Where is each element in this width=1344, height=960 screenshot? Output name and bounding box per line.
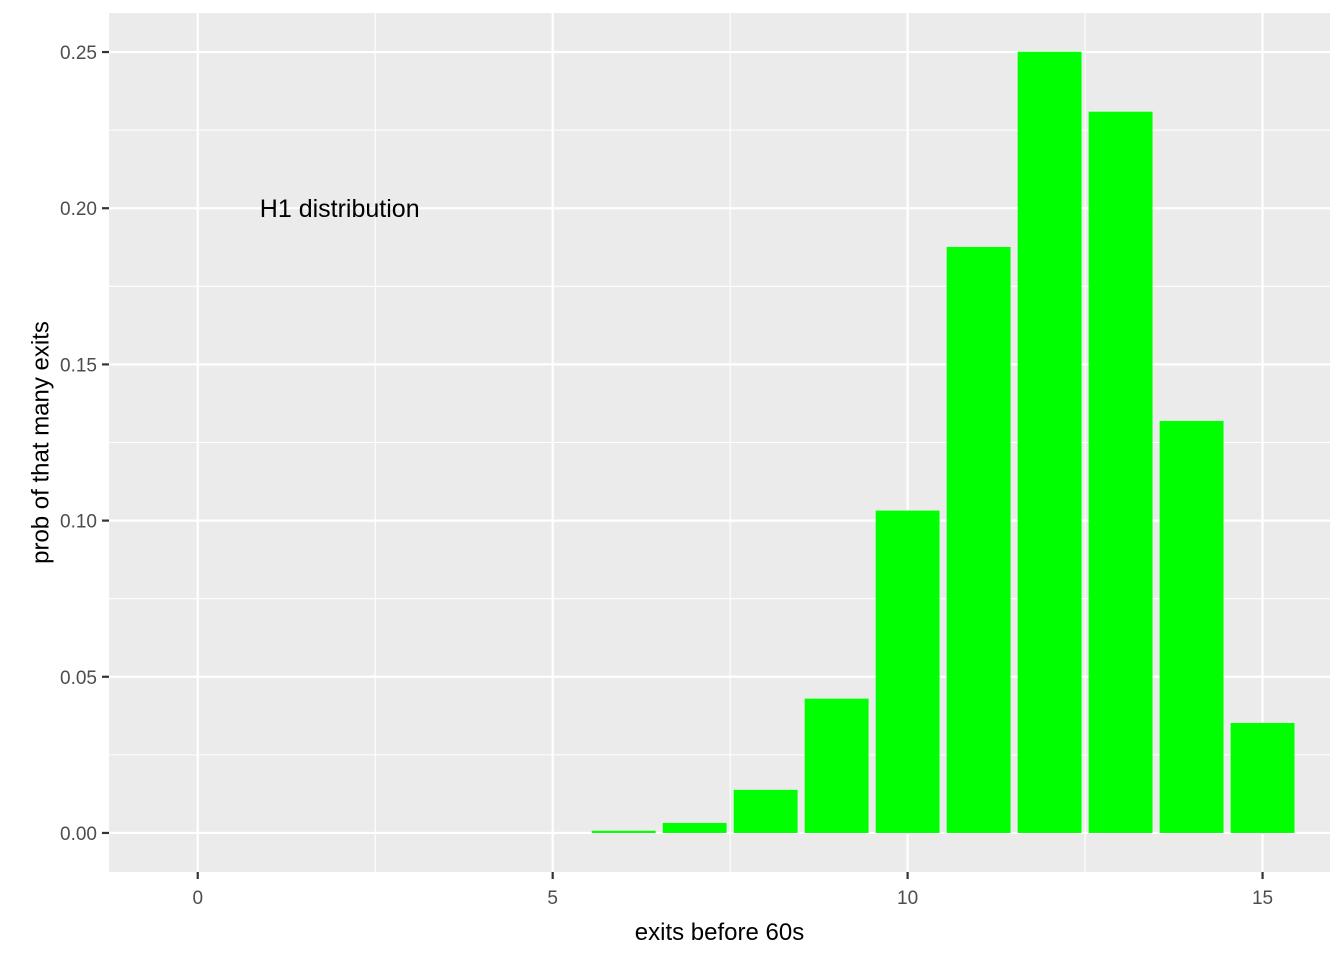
y-tick-label: 0.05	[60, 668, 97, 689]
x-tick-label: 5	[547, 888, 558, 909]
y-tick-label: 0.15	[60, 355, 97, 376]
bar	[1159, 420, 1224, 833]
x-tick-label: 0	[192, 888, 203, 909]
bar	[875, 510, 940, 833]
x-tick-label: 10	[897, 888, 918, 909]
bar	[733, 789, 798, 833]
y-axis-title: prob of that many exits	[27, 321, 54, 564]
y-tick-label: 0.25	[60, 43, 97, 64]
y-tick-label: 0.00	[60, 824, 97, 845]
bar	[804, 698, 869, 833]
x-axis-title: exits before 60s	[635, 919, 804, 946]
bar	[591, 830, 656, 833]
bar	[1088, 111, 1153, 833]
y-tick-label: 0.20	[60, 199, 97, 220]
bar	[1230, 723, 1295, 833]
bar	[946, 246, 1011, 833]
y-axis: 0.00 0.05 0.10 0.15 0.20 0.25	[60, 43, 109, 845]
x-axis: 0 5 10 15	[192, 872, 1273, 909]
bar	[1017, 51, 1082, 833]
x-tick-label: 15	[1252, 888, 1273, 909]
y-tick-label: 0.10	[60, 512, 97, 533]
bars	[591, 51, 1295, 833]
annotation-label: H1 distribution	[260, 195, 420, 223]
bar	[662, 822, 727, 833]
